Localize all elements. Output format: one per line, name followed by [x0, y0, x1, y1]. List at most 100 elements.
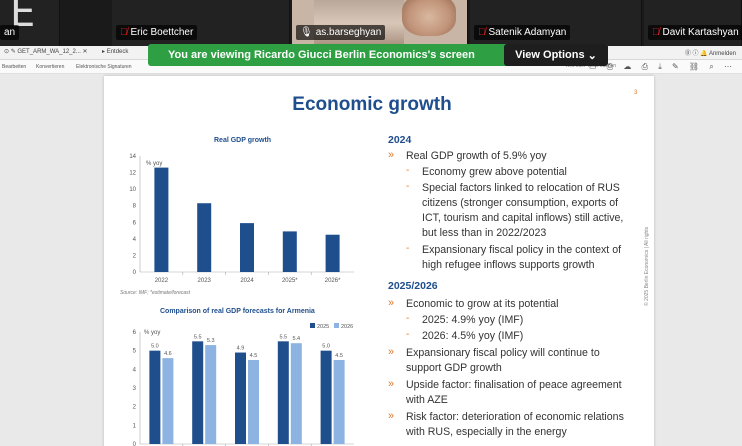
bar: [149, 350, 161, 444]
data-label: 4.6: [164, 351, 172, 357]
browser-tab[interactable]: ▸ Entdeck: [102, 49, 129, 55]
data-label: 4.9: [237, 346, 245, 352]
bullet: Upside factor: finalisation of peace agr…: [406, 379, 622, 406]
y-tick-label: 8: [133, 204, 137, 210]
bullet: Risk factor: deterioration of economic r…: [406, 411, 624, 438]
y-tick-label: 14: [129, 154, 136, 160]
bar: [320, 350, 332, 444]
data-label: 5.5: [194, 334, 202, 340]
bullet-marker: »: [388, 149, 395, 161]
data-label: 5.0: [322, 344, 330, 350]
bar: [240, 223, 254, 272]
sub-bullet: Economy grew above potential: [422, 166, 567, 178]
tab-label: Entdeck: [106, 49, 129, 55]
chart-title: Real GDP growth: [214, 137, 272, 144]
banner-text: You are viewing Ricardo Giucci Berlin Ec…: [168, 49, 475, 61]
legend-label: 2026: [341, 324, 353, 330]
bar: [162, 358, 174, 444]
browser-right-tools: ⓪ ⓘ 🔔 Anmelden: [684, 51, 736, 57]
page-number: 3: [634, 90, 638, 96]
y-tick-label: 2: [133, 405, 137, 411]
screen-share-banner: You are viewing Ricardo Giucci Berlin Ec…: [148, 44, 608, 66]
y-tick-label: 3: [133, 386, 137, 392]
y-axis-label: % yoy: [146, 161, 162, 167]
bar: [277, 341, 289, 444]
bar: [197, 203, 212, 272]
menu-item-bearbeiten[interactable]: Bearbeiten: [2, 64, 27, 70]
bar: [205, 345, 217, 444]
video-person: [402, 0, 456, 36]
chart-title: Comparison of real GDP forecasts for Arm…: [160, 308, 315, 315]
participant-tile[interactable]: 🎙̸ Satenik Adamyan: [470, 0, 642, 46]
y-tick-label: 0: [133, 270, 137, 276]
bar: [290, 343, 302, 444]
section-heading: 2024: [388, 134, 412, 146]
copyright-note: © 2025 Berlin Economics | All rights: [644, 226, 650, 306]
y-tick-label: 6: [133, 220, 137, 226]
legend-swatch: [334, 323, 339, 328]
bullet: Economic to grow at its potential: [406, 298, 559, 310]
participant-name-tag: 🎙̸ Eric Boettcher: [116, 25, 198, 40]
tab-label: GET_ARM_WA_12_2...: [17, 49, 81, 55]
sub-bullet-marker: -: [406, 329, 410, 340]
x-tick-label: 2023: [198, 278, 212, 284]
x-tick-label: 2025*: [282, 278, 298, 284]
participant-name: Eric Boettcher: [130, 27, 194, 38]
bar: [192, 341, 204, 444]
y-tick-label: 0: [133, 442, 137, 446]
sub-bullet: 2026: 4.5% yoy (IMF): [422, 330, 524, 342]
bullet-marker: »: [388, 346, 395, 358]
participant-strip: E an 🎙̸ Eric Boettcher 🎙 as.barseghyan 🎙̸ S…: [0, 0, 742, 46]
bullet-marker: »: [388, 378, 395, 390]
y-tick-label: 10: [129, 187, 136, 193]
tools-search-input[interactable]: Text oder Tools suchen: [565, 63, 617, 69]
x-tick-label: 2024: [240, 278, 254, 284]
participant-tile[interactable]: 🎙̸ Davit Kartashyan: [644, 0, 742, 46]
participant-name-tag: 🎙 as.barseghyan: [296, 25, 386, 40]
mic-muted-icon: 🎙̸: [652, 27, 660, 38]
bar: [325, 234, 340, 272]
bullet-marker: »: [388, 410, 395, 422]
participant-tile[interactable]: 🎙̸ Eric Boettcher: [112, 0, 290, 46]
y-tick-label: 6: [133, 330, 137, 336]
bar: [333, 360, 345, 444]
login-button[interactable]: Anmelden: [708, 51, 736, 57]
bar: [248, 360, 259, 444]
chevron-down-icon: ⌄: [587, 49, 597, 62]
view-options-button[interactable]: View Options ⌄: [504, 44, 608, 66]
bar: [282, 231, 297, 272]
gdp-growth-chart: % yoy 0 2 4 6 8 10 12 14 2022 2023 2024 2025* 2026*: [129, 154, 354, 284]
bullet: Real GDP growth of 5.9% yoy: [406, 150, 547, 162]
view-options-label: View Options: [515, 49, 585, 61]
data-label: 5.5: [279, 334, 287, 340]
participant-video-tile[interactable]: 🎙 as.barseghyan: [292, 0, 468, 46]
data-label: 4.5: [335, 353, 343, 359]
y-tick-label: 5: [133, 349, 137, 355]
menu-item-konvertieren[interactable]: Konvertieren: [36, 64, 65, 70]
bar: [154, 167, 169, 272]
participant-tile[interactable]: E an: [0, 0, 60, 46]
participant-name: Satenik Adamyan: [488, 27, 567, 38]
y-tick-label: 4: [133, 237, 137, 243]
sub-bullet: Expansionary fiscal policy in the contex…: [422, 244, 622, 271]
menu-item-signaturen[interactable]: Elektronische Signaturen: [76, 64, 132, 70]
mic-muted-icon: 🎙̸: [478, 27, 486, 38]
y-tick-label: 4: [133, 367, 137, 373]
data-label: 5.0: [151, 344, 159, 350]
legend-swatch: [310, 323, 315, 328]
mic-muted-icon: 🎙̸: [120, 27, 128, 38]
presentation-slide: Economic growth 3 © 2025 Berlin Economic…: [104, 76, 654, 446]
toolbar-icons[interactable]: ▭ ⎙ ☁ ⎙ ⤓ ✎ ⛓ ⌕ ⋯: [588, 62, 736, 71]
data-label: 5.3: [207, 338, 215, 344]
y-axis-label: % yoy: [144, 330, 160, 336]
sub-bullet: 2025: 4.9% yoy (IMF): [422, 314, 524, 326]
participant-name: an: [0, 25, 20, 40]
data-label: 5.4: [292, 336, 300, 342]
x-tick-label: 2026*: [325, 278, 341, 284]
browser-tab[interactable]: ⊙ ✎ GET_ARM_WA_12_2... ✕: [4, 49, 88, 55]
sub-bullet: Special factors linked to relocation of …: [422, 182, 624, 239]
sub-bullet-marker: -: [406, 313, 410, 324]
participant-name-tag: 🎙̸ Davit Kartashyan: [648, 25, 742, 40]
participant-name: Davit Kartashyan: [662, 27, 739, 38]
